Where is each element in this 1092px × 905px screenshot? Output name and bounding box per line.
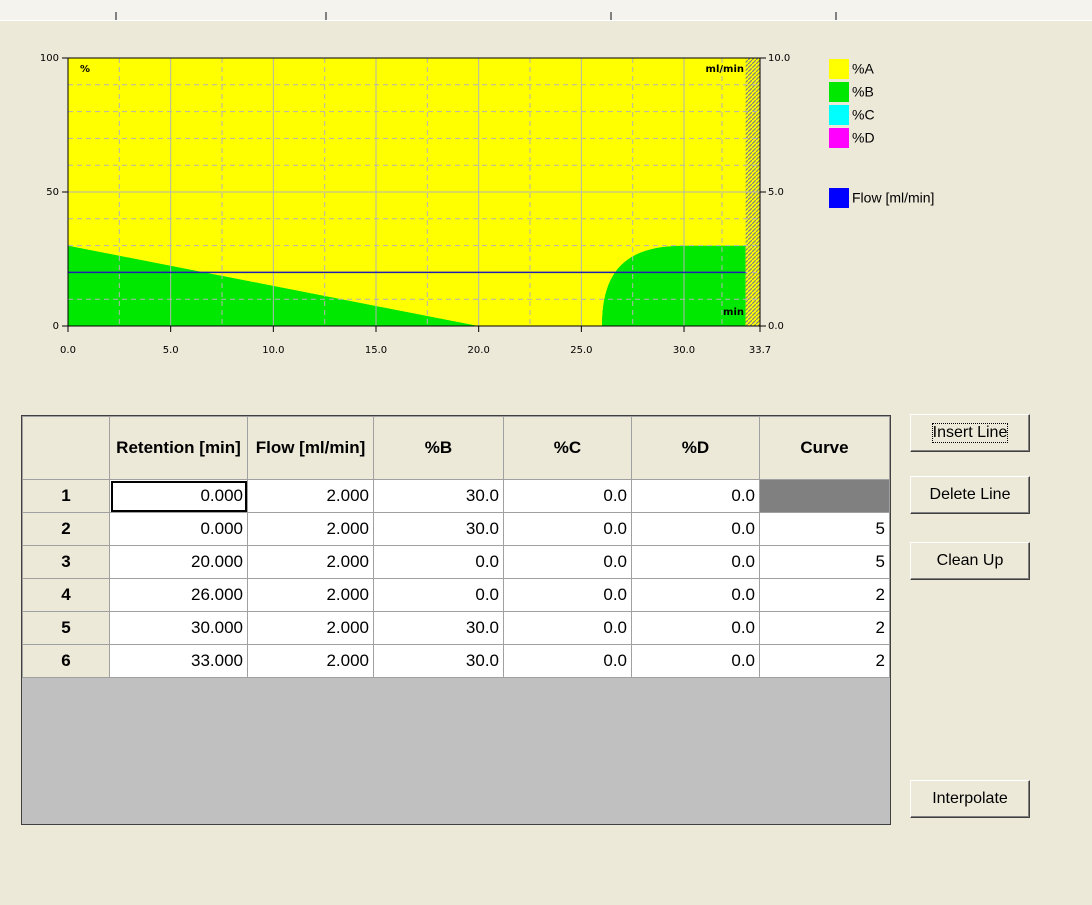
row-header: 2 <box>22 512 110 546</box>
x-tick-label: 33.7 <box>749 345 771 356</box>
cell[interactable]: 0.0 <box>503 479 632 513</box>
cell[interactable]: 0.0 <box>503 611 632 645</box>
cell[interactable]: 0.0 <box>631 512 760 546</box>
legend-swatch <box>829 128 849 148</box>
cell[interactable]: 0.0 <box>631 611 760 645</box>
y-tick-label: 50 <box>46 187 59 198</box>
cell[interactable]: 2 <box>759 611 890 645</box>
cell[interactable]: 5 <box>759 545 890 579</box>
table-row: 3 20.000 2.000 0.0 0.0 0.0 5 <box>22 545 890 579</box>
column-header: Retention [min] <box>109 416 248 480</box>
legend-swatch <box>829 59 849 79</box>
cell[interactable]: 0.0 <box>503 644 632 678</box>
cell[interactable]: 5 <box>759 512 890 546</box>
area <box>68 245 746 326</box>
column-header: %C <box>503 416 632 480</box>
cell[interactable]: 0.0 <box>373 545 504 579</box>
corner-cell <box>22 416 110 480</box>
table: Retention [min] Flow [ml/min] %B %C %D Curve 1… <box>22 416 890 678</box>
cell[interactable]: 2.000 <box>247 644 374 678</box>
header-row: Retention [min] Flow [ml/min] %B %C %D Curve <box>22 416 890 480</box>
row-header: 5 <box>22 611 110 645</box>
cell[interactable]: 2.000 <box>247 611 374 645</box>
legend-label: %C <box>852 107 875 123</box>
y-tick-label: 100 <box>40 53 59 64</box>
cell[interactable]: 0.0 <box>503 545 632 579</box>
delete-line-button[interactable]: Delete Line <box>910 476 1030 514</box>
y2-tick-label: 10.0 <box>768 53 790 64</box>
cell[interactable]: 30.0 <box>373 512 504 546</box>
gradient-table: Retention [min] Flow [ml/min] %B %C %D Curve 1… <box>21 415 891 825</box>
cell[interactable]: 30.0 <box>373 644 504 678</box>
x-tick-label: 0.0 <box>60 345 76 356</box>
legend-label: %D <box>852 130 875 146</box>
y-tick-label: 0 <box>53 321 59 332</box>
clean-up-button[interactable]: Clean Up <box>910 542 1030 580</box>
button-label: Delete Line <box>929 486 1011 503</box>
button-label: Interpolate <box>932 790 1008 807</box>
insert-line-button[interactable]: Insert Line <box>910 414 1030 452</box>
cell[interactable]: 2.000 <box>247 578 374 612</box>
legend-swatch <box>829 105 849 125</box>
cell[interactable]: 20.000 <box>109 545 248 579</box>
cell[interactable]: 2 <box>759 644 890 678</box>
cell[interactable]: 0.000 <box>109 512 248 546</box>
cell[interactable]: 0.000 <box>109 479 248 513</box>
x-tick-label: 25.0 <box>570 345 592 356</box>
x-tick-label: 10.0 <box>262 345 284 356</box>
row-header: 4 <box>22 578 110 612</box>
y2-axis-label: ml/min <box>706 64 744 75</box>
x-tick-label: 20.0 <box>468 345 490 356</box>
legend-label: %B <box>852 84 874 100</box>
button-label: Clean Up <box>936 552 1004 569</box>
cell[interactable]: 33.000 <box>109 644 248 678</box>
cell[interactable]: 0.0 <box>631 578 760 612</box>
column-header: %D <box>631 416 760 480</box>
interpolate-button[interactable]: Interpolate <box>910 780 1030 818</box>
tab-strip <box>0 0 1092 21</box>
column-header: %B <box>373 416 504 480</box>
cell[interactable]: 0.0 <box>631 644 760 678</box>
cell[interactable]: 0.0 <box>631 479 760 513</box>
y2-tick-label: 5.0 <box>768 187 784 198</box>
y2-tick-label: 0.0 <box>768 321 784 332</box>
legend-label: Flow [ml/min] <box>852 190 934 206</box>
cell[interactable]: 2.000 <box>247 512 374 546</box>
cell[interactable]: 2.000 <box>247 479 374 513</box>
cell[interactable]: 0.0 <box>503 512 632 546</box>
cell[interactable]: 0.0 <box>503 578 632 612</box>
cell[interactable]: 30.0 <box>373 611 504 645</box>
legend-swatch <box>829 188 849 208</box>
button-label: Insert Line <box>931 423 1009 443</box>
row-header: 6 <box>22 644 110 678</box>
column-header: Curve <box>759 416 890 480</box>
x-tick-label: 15.0 <box>365 345 387 356</box>
column-header: Flow [ml/min] <box>247 416 374 480</box>
cell[interactable]: 0.0 <box>631 545 760 579</box>
row-header: 3 <box>22 545 110 579</box>
empty-cell[interactable] <box>759 479 890 513</box>
cell[interactable]: 30.000 <box>109 611 248 645</box>
cell[interactable]: 26.000 <box>109 578 248 612</box>
y-axis-label: % <box>80 64 90 75</box>
gradient-chart: 0 50 100 0.0 5.0 10.0 0.0 5.0 10.0 15.0 20.0 25.0 30… <box>40 53 935 356</box>
table-row: 4 26.000 2.000 0.0 0.0 0.0 2 <box>22 578 890 612</box>
cell[interactable]: 2.000 <box>247 545 374 579</box>
legend-swatch <box>829 82 849 102</box>
table-row: 5 30.000 2.000 30.0 0.0 0.0 2 <box>22 611 890 645</box>
x-tick-label: 30.0 <box>673 345 695 356</box>
cell[interactable]: 2 <box>759 578 890 612</box>
table-row: 6 33.000 2.000 30.0 0.0 0.0 2 <box>22 644 890 678</box>
cell[interactable]: 0.0 <box>373 578 504 612</box>
x-axis-label: min <box>723 307 744 318</box>
row-header: 1 <box>22 479 110 513</box>
table-row: 2 0.000 2.000 30.0 0.0 0.0 5 <box>22 512 890 546</box>
legend-label: %A <box>852 61 874 77</box>
cell[interactable]: 30.0 <box>373 479 504 513</box>
x-tick-label: 5.0 <box>163 345 179 356</box>
table-row: 1 0.000 2.000 30.0 0.0 0.0 <box>22 479 890 513</box>
